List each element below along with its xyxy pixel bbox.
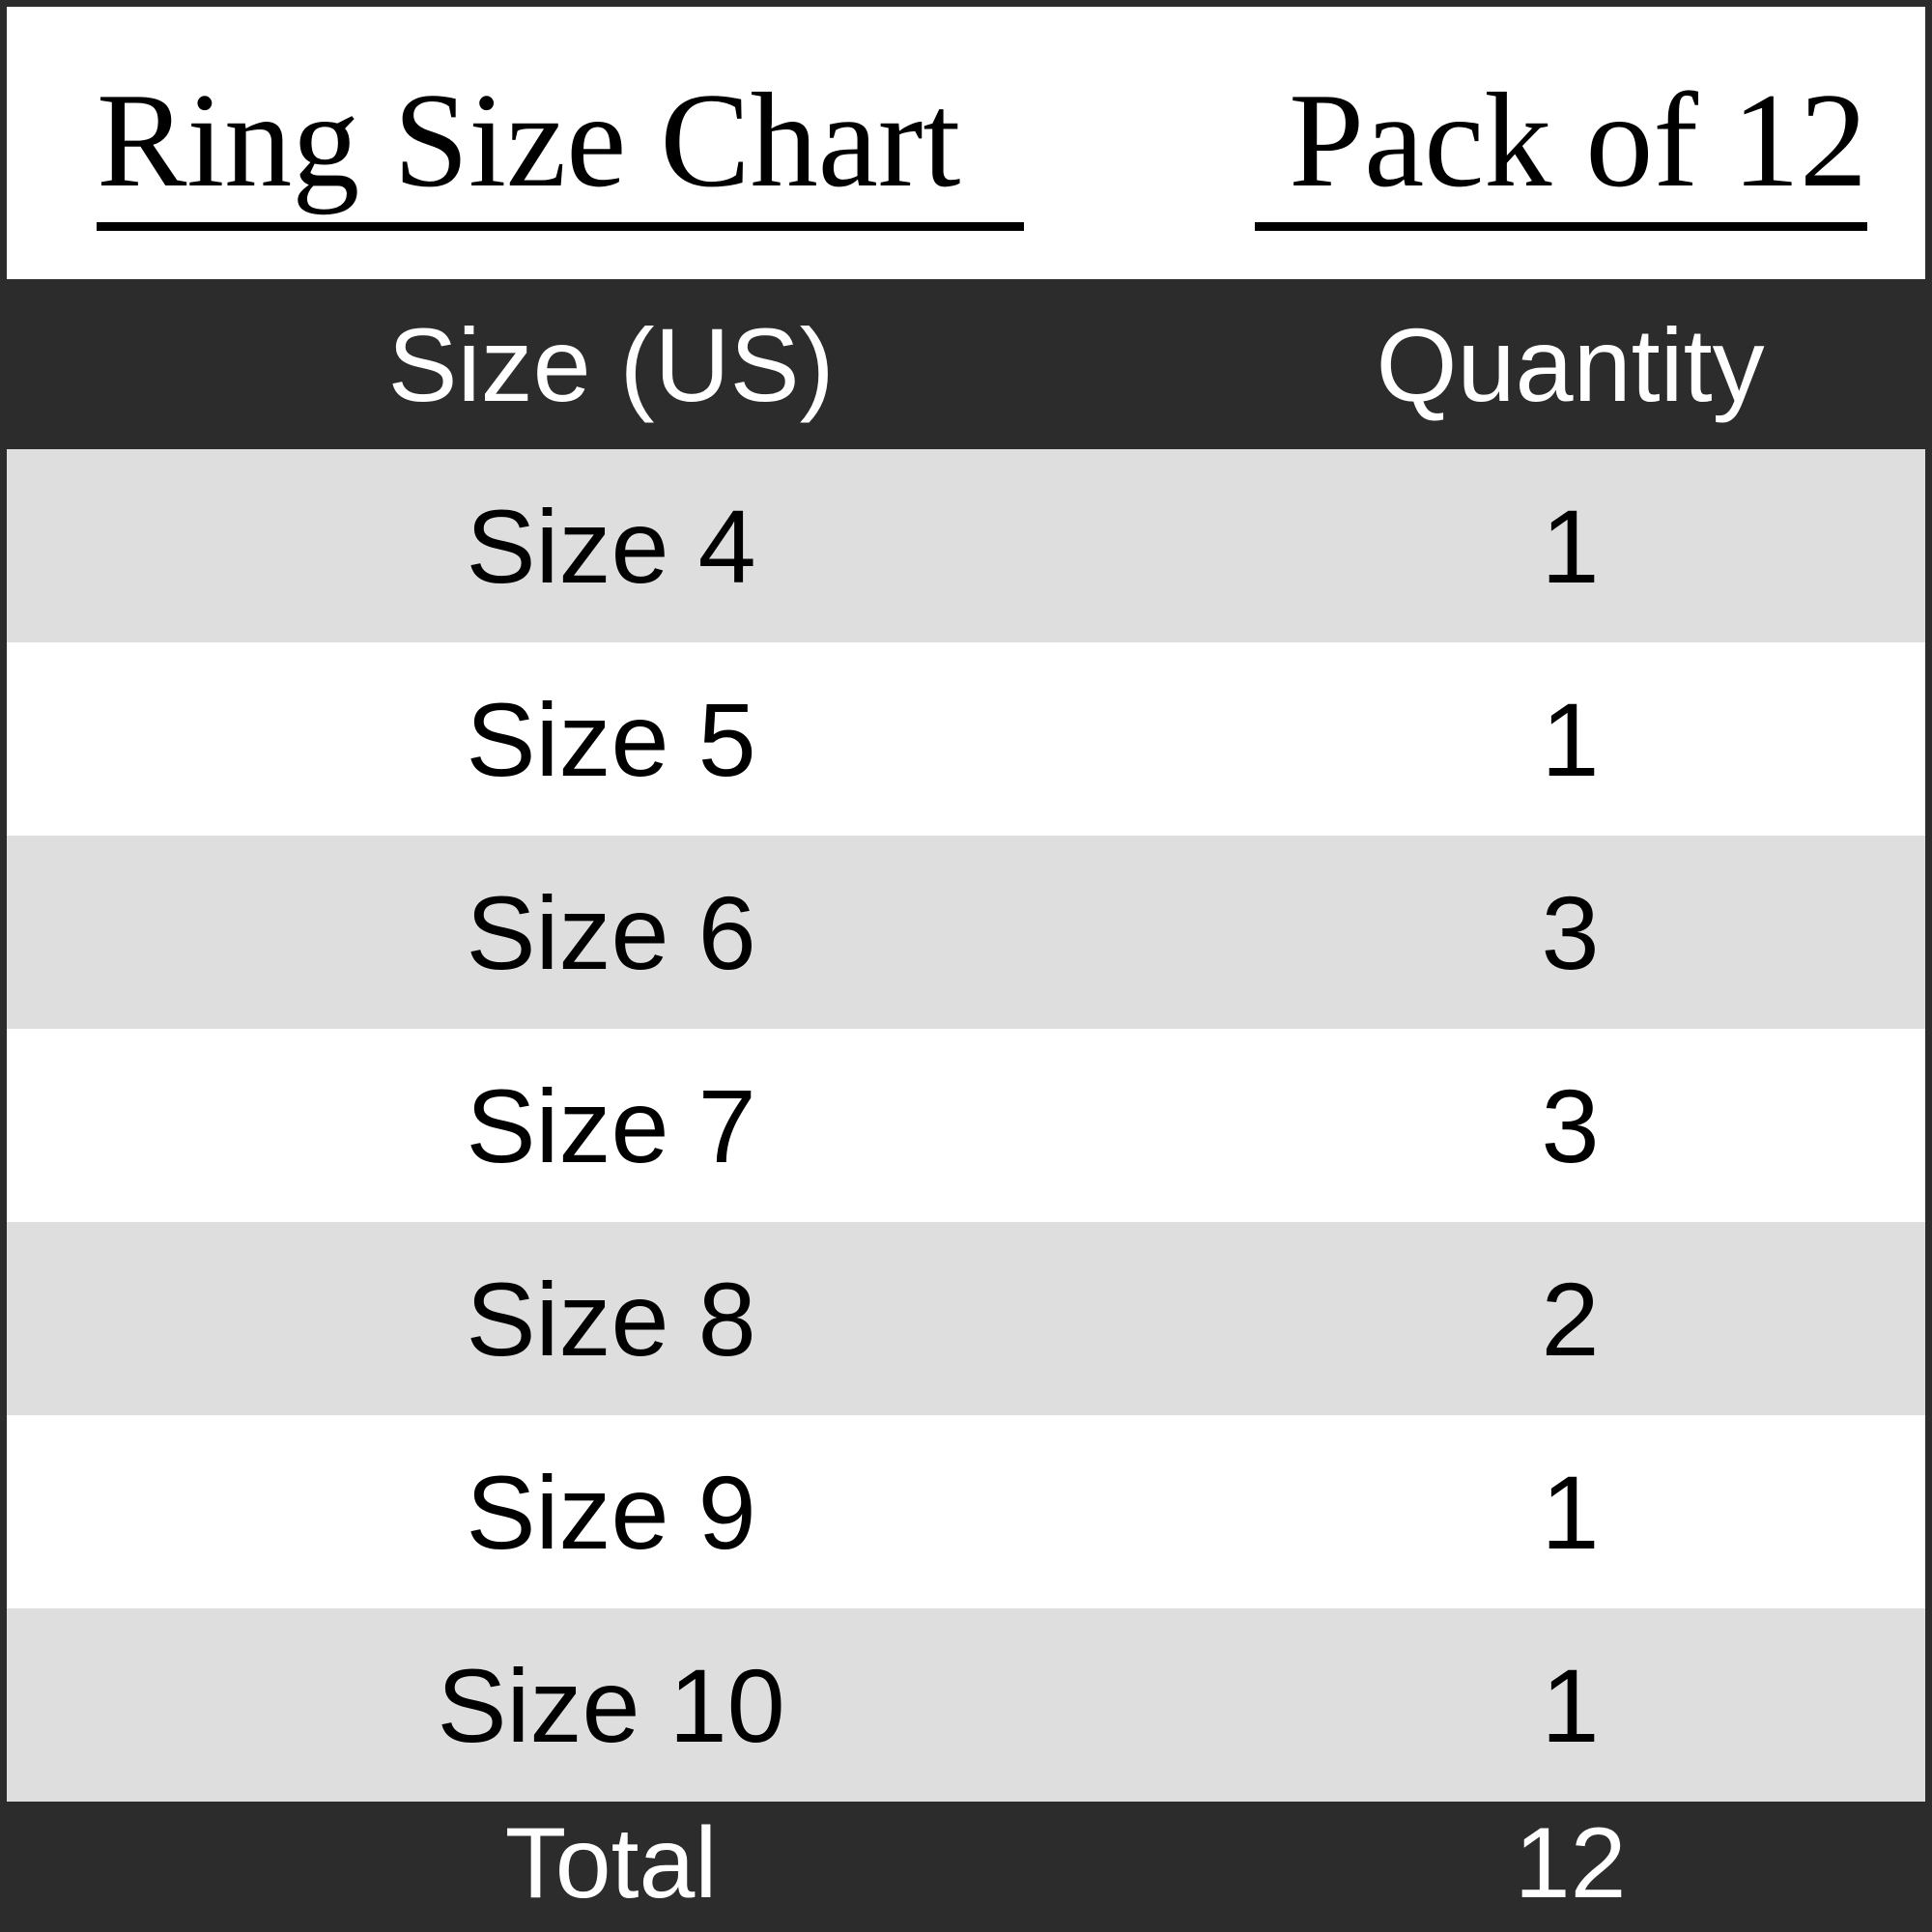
page-title: Ring Size Chart [97, 66, 961, 215]
table-row: Size 4 1 [7, 449, 1925, 642]
title-underline-left [97, 222, 1024, 231]
cell-size: Size 5 [466, 680, 756, 798]
title-band: Ring Size Chart Pack of 12 [7, 7, 1925, 279]
table-header-row: Size (US) Quantity [7, 279, 1925, 449]
cell-size: Size 4 [466, 487, 756, 605]
table-body: Size 4 1 Size 5 1 Size 6 3 Size 7 3 Size… [7, 449, 1925, 1802]
table-total-row: Total 12 [7, 1802, 1925, 1925]
column-header-size: Size (US) [387, 305, 835, 423]
total-label: Total [504, 1806, 718, 1919]
pack-size-cell: Pack of 12 [1215, 73, 1925, 279]
cell-quantity: 3 [1541, 873, 1600, 991]
cell-quantity: 1 [1541, 1646, 1600, 1764]
table-row: Size 7 3 [7, 1029, 1925, 1222]
total-value: 12 [1514, 1806, 1627, 1919]
chart-title-cell: Ring Size Chart [7, 73, 1215, 279]
cell-quantity: 1 [1541, 680, 1600, 798]
cell-quantity: 1 [1541, 487, 1600, 605]
column-header-quantity: Quantity [1376, 305, 1765, 423]
cell-size: Size 7 [466, 1066, 756, 1184]
cell-size: Size 6 [466, 873, 756, 991]
pack-size-label: Pack of 12 [1289, 66, 1867, 215]
table-row: Size 8 2 [7, 1222, 1925, 1415]
cell-quantity: 2 [1541, 1260, 1600, 1378]
cell-quantity: 1 [1541, 1453, 1600, 1571]
table-row: Size 5 1 [7, 642, 1925, 836]
table-row: Size 6 3 [7, 836, 1925, 1029]
cell-size: Size 10 [437, 1646, 785, 1764]
title-underline-right [1254, 222, 1867, 231]
cell-size: Size 9 [466, 1453, 756, 1571]
table-row: Size 10 1 [7, 1608, 1925, 1802]
cell-size: Size 8 [466, 1260, 756, 1378]
cell-quantity: 3 [1541, 1066, 1600, 1184]
table-row: Size 9 1 [7, 1415, 1925, 1608]
